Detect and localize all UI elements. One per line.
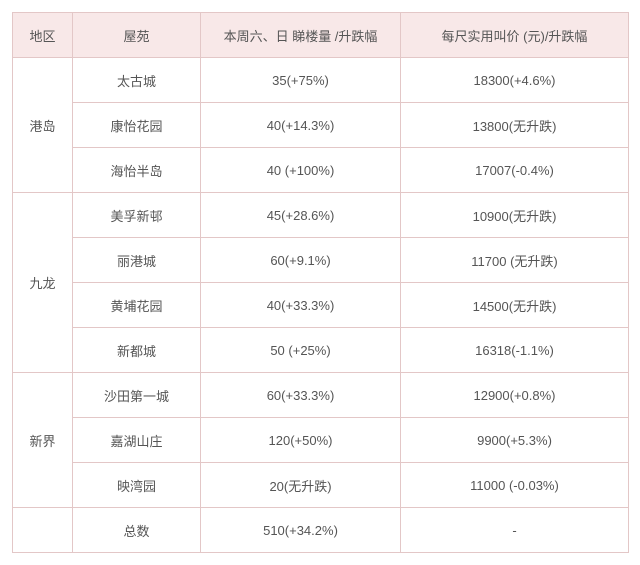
table-row: 港岛太古城35(+75%)18300(+4.6%): [13, 58, 629, 103]
estate-cell: 新都城: [73, 328, 201, 373]
estate-cell: 海怡半岛: [73, 148, 201, 193]
price-cell: 9900(+5.3%): [401, 418, 629, 463]
price-cell: 18300(+4.6%): [401, 58, 629, 103]
volume-cell: 60(+33.3%): [201, 373, 401, 418]
volume-cell: 60(+9.1%): [201, 238, 401, 283]
property-table: 地区 屋苑 本周六、日 睇楼量 /升跌幅 每尺实用叫价 (元)/升跌幅 港岛太古…: [12, 12, 629, 553]
header-volume: 本周六、日 睇楼量 /升跌幅: [201, 13, 401, 58]
header-estate: 屋苑: [73, 13, 201, 58]
table-row: 康怡花园40(+14.3%)13800(无升跌): [13, 103, 629, 148]
volume-cell: 35(+75%): [201, 58, 401, 103]
price-cell: 17007(-0.4%): [401, 148, 629, 193]
price-cell: 10900(无升跌): [401, 193, 629, 238]
estate-cell: 太古城: [73, 58, 201, 103]
total-volume-cell: 510(+34.2%): [201, 508, 401, 553]
price-cell: 11700 (无升跌): [401, 238, 629, 283]
volume-cell: 40 (+100%): [201, 148, 401, 193]
volume-cell: 50 (+25%): [201, 328, 401, 373]
estate-cell: 映湾园: [73, 463, 201, 508]
price-cell: 13800(无升跌): [401, 103, 629, 148]
price-cell: 11000 (-0.03%): [401, 463, 629, 508]
price-cell: 12900(+0.8%): [401, 373, 629, 418]
estate-cell: 康怡花园: [73, 103, 201, 148]
estate-cell: 沙田第一城: [73, 373, 201, 418]
total-price-cell: -: [401, 508, 629, 553]
volume-cell: 120(+50%): [201, 418, 401, 463]
estate-cell: 黄埔花园: [73, 283, 201, 328]
header-row: 地区 屋苑 本周六、日 睇楼量 /升跌幅 每尺实用叫价 (元)/升跌幅: [13, 13, 629, 58]
header-price: 每尺实用叫价 (元)/升跌幅: [401, 13, 629, 58]
table-row: 嘉湖山庄120(+50%)9900(+5.3%): [13, 418, 629, 463]
volume-cell: 40(+33.3%): [201, 283, 401, 328]
volume-cell: 20(无升跌): [201, 463, 401, 508]
region-cell: 新界: [13, 373, 73, 508]
total-label-cell: 总数: [73, 508, 201, 553]
table-row: 黄埔花园40(+33.3%)14500(无升跌): [13, 283, 629, 328]
estate-cell: 丽港城: [73, 238, 201, 283]
volume-cell: 40(+14.3%): [201, 103, 401, 148]
table-body: 港岛太古城35(+75%)18300(+4.6%)康怡花园40(+14.3%)1…: [13, 58, 629, 553]
estate-cell: 美孚新邨: [73, 193, 201, 238]
price-cell: 14500(无升跌): [401, 283, 629, 328]
region-cell: 九龙: [13, 193, 73, 373]
table-row: 九龙美孚新邨45(+28.6%)10900(无升跌): [13, 193, 629, 238]
price-cell: 16318(-1.1%): [401, 328, 629, 373]
region-cell: 港岛: [13, 58, 73, 193]
table-row: 丽港城60(+9.1%)11700 (无升跌): [13, 238, 629, 283]
total-row: 总数510(+34.2%)-: [13, 508, 629, 553]
total-region-blank: [13, 508, 73, 553]
volume-cell: 45(+28.6%): [201, 193, 401, 238]
table-row: 新界沙田第一城60(+33.3%)12900(+0.8%): [13, 373, 629, 418]
estate-cell: 嘉湖山庄: [73, 418, 201, 463]
header-region: 地区: [13, 13, 73, 58]
table-row: 新都城50 (+25%)16318(-1.1%): [13, 328, 629, 373]
table-row: 映湾园20(无升跌)11000 (-0.03%): [13, 463, 629, 508]
table-row: 海怡半岛40 (+100%)17007(-0.4%): [13, 148, 629, 193]
